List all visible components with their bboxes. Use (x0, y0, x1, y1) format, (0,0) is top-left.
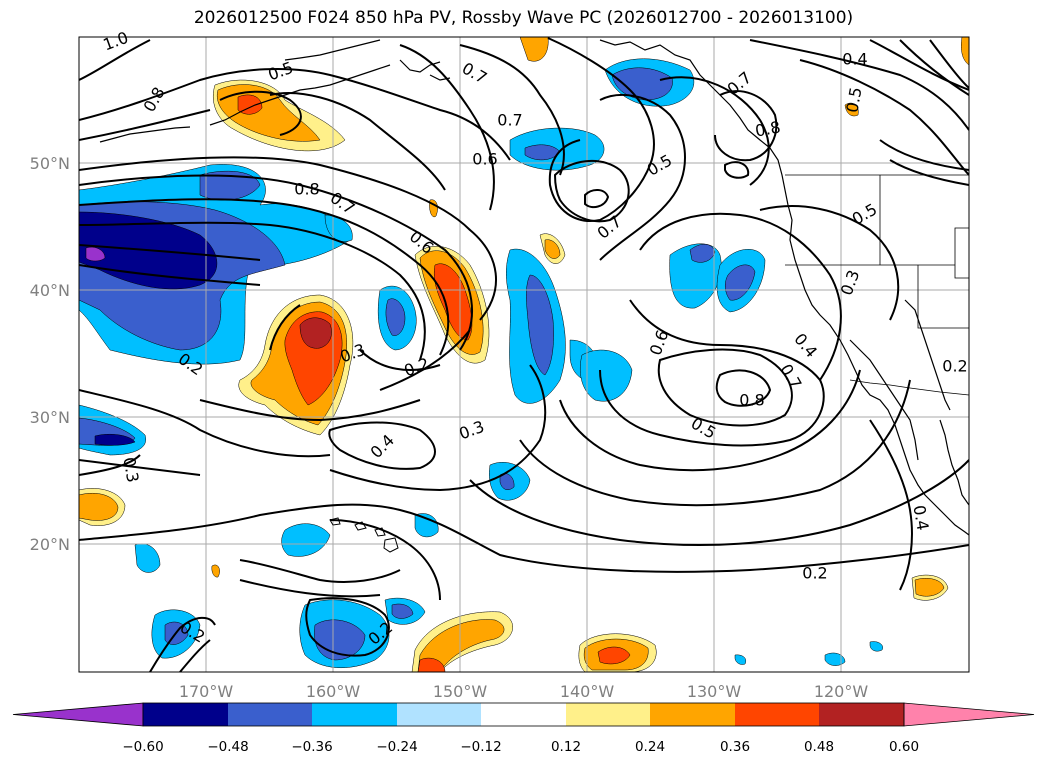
colorbar-tick-label: 0.12 (551, 739, 581, 755)
colorbar-segment (228, 703, 312, 726)
contour-label: 0.3 (119, 456, 142, 484)
colorbar-tick-label: 0.60 (889, 739, 919, 755)
lat-tick-label: 20°N (30, 535, 70, 554)
colorbar-extend-max (903, 702, 1035, 727)
colorbar-tick-label: −0.48 (207, 739, 248, 755)
lon-tick-label: 140°W (560, 682, 615, 701)
colorbar-tick-label: 0.36 (720, 739, 750, 755)
coastlines (99, 39, 969, 536)
contour-label: 0.2 (942, 357, 967, 376)
graticule (79, 37, 969, 672)
map-plot-area (79, 37, 969, 672)
colorbar-tick-label: −0.24 (376, 739, 417, 755)
colorbar (12, 702, 1035, 727)
islands (329, 517, 399, 553)
lon-tick-label: 160°W (306, 682, 361, 701)
lat-tick-label: 30°N (30, 408, 70, 427)
contour-label: 0.5 (842, 86, 865, 114)
contour-label: 0.4 (842, 50, 867, 69)
map-frame (78, 36, 970, 673)
lat-tick-label: 50°N (30, 154, 70, 173)
colorbar-segment (566, 703, 650, 726)
colorbar-outline (142, 702, 905, 727)
contour-label: 0.8 (294, 180, 319, 199)
colorbar-segment (312, 703, 397, 726)
colorbar-tick-label: −0.60 (122, 739, 163, 755)
lon-tick-label: 170°W (179, 682, 234, 701)
contour-label: 0.8 (739, 391, 764, 410)
lat-tick-labels: 50°N 40°N 30°N 20°N (30, 154, 70, 554)
colorbar-segment (397, 703, 481, 726)
colorbar-segment (819, 703, 904, 726)
lon-tick-label: 150°W (433, 682, 488, 701)
colorbar-segment (143, 703, 228, 726)
colorbar-segment (650, 703, 735, 726)
contour-label: 0.4 (909, 504, 932, 532)
colorbar-tick-label: −0.12 (460, 739, 501, 755)
political-boundaries (785, 174, 969, 396)
lon-tick-label: 120°W (814, 682, 869, 701)
lat-tick-label: 40°N (30, 281, 70, 300)
colorbar-tick-label: −0.36 (291, 739, 332, 755)
map-title: 2026012500 F024 850 hPa PV, Rossby Wave … (193, 8, 854, 28)
colorbar-tick-labels: −0.60 −0.48 −0.36 −0.24 −0.12 0.12 0.24 0.36 0.4… (122, 739, 919, 755)
colorbar-extend-min (12, 702, 144, 727)
contour-label: 0.2 (802, 564, 827, 583)
contour-label: 0.7 (497, 111, 522, 130)
lon-tick-labels: 170°W 160°W 150°W 140°W 130°W 120°W (179, 682, 869, 701)
colorbar-segment (481, 703, 566, 726)
colorbar-tick-label: 0.48 (804, 739, 834, 755)
pv-contours (79, 37, 969, 672)
contour-label: 0.6 (472, 150, 497, 169)
lon-tick-label: 130°W (687, 682, 742, 701)
contour-label: 0.8 (754, 117, 782, 140)
colorbar-segment (735, 703, 819, 726)
colorbar-tick-label: 0.24 (635, 739, 665, 755)
